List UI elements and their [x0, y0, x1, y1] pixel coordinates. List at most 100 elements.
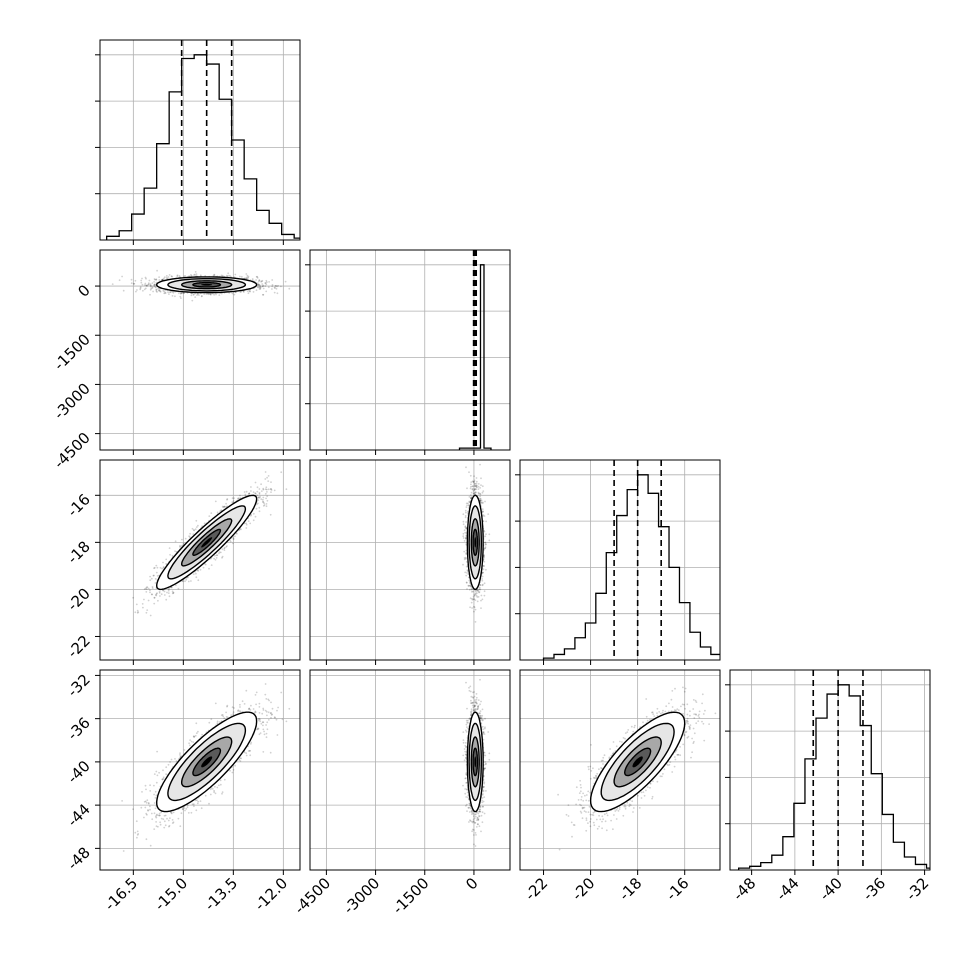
scatter-point — [228, 274, 231, 277]
scatter-point — [163, 290, 166, 293]
scatter-point — [226, 274, 228, 277]
y-tick-label: -4500 — [50, 429, 94, 473]
scatter-point — [213, 293, 216, 296]
scatter-point — [150, 287, 153, 290]
scatter-point — [158, 590, 161, 593]
scatter-point — [153, 566, 156, 569]
scatter-point — [132, 282, 135, 285]
scatter-point — [264, 282, 267, 285]
scatter-point — [220, 292, 223, 295]
scatter-point — [260, 490, 263, 492]
scatter-point — [149, 589, 151, 592]
contour-line — [167, 505, 247, 580]
scatter-point — [214, 500, 217, 503]
scatter-point — [465, 561, 468, 563]
scatter-point — [147, 283, 150, 286]
scatter-point — [267, 475, 270, 477]
scatter-point — [136, 609, 139, 612]
scatter-point — [264, 282, 267, 284]
scatter-point — [144, 276, 147, 279]
scatter-point — [156, 269, 159, 272]
scatter-point — [479, 498, 482, 500]
scatter-point — [189, 536, 191, 539]
scatter-point — [238, 497, 241, 500]
scatter-point — [260, 286, 262, 288]
scatter-point — [154, 578, 157, 580]
contour-line — [155, 494, 258, 591]
scatter-point — [274, 285, 277, 287]
y-tick-label: -20 — [64, 585, 94, 615]
scatter-point — [197, 569, 199, 571]
scatter-point — [194, 273, 196, 276]
scatter-point — [232, 537, 235, 540]
scatter-point — [179, 292, 182, 295]
scatter-point — [218, 552, 220, 555]
scatter-point — [250, 490, 252, 492]
scatter-point — [475, 482, 478, 485]
scatter-point — [142, 606, 144, 609]
grid — [100, 250, 300, 450]
scatter-point — [223, 547, 226, 550]
scatter-point — [198, 294, 200, 296]
scatter-point — [153, 284, 156, 286]
scatter-point — [213, 274, 216, 276]
scatter-point — [231, 497, 234, 500]
scatter-point — [135, 603, 138, 606]
y-tick-label: 0 — [74, 281, 93, 300]
scatter-point — [271, 288, 273, 290]
scatter-point — [258, 288, 261, 290]
density-contours — [155, 276, 258, 294]
scatter-point — [266, 476, 268, 479]
scatter-point — [168, 293, 170, 295]
scatter-point — [154, 278, 157, 281]
scatter-point — [195, 526, 198, 528]
scatter-point — [236, 532, 238, 535]
scatter-point — [146, 609, 149, 611]
scatter-point — [481, 598, 484, 601]
scatter-point — [159, 566, 162, 569]
scatter-point — [270, 488, 272, 490]
scatter-point — [167, 589, 170, 592]
scatter-point — [149, 575, 152, 578]
contour-line — [192, 281, 222, 288]
scatter-point — [219, 551, 222, 554]
scatter-point — [260, 280, 262, 283]
scatter-point — [178, 275, 181, 277]
scatter-point — [245, 277, 248, 280]
scatter-point — [284, 280, 287, 283]
scatter-point — [465, 534, 468, 537]
scatter-point — [471, 607, 473, 609]
scatter-point — [139, 288, 142, 291]
scatter-point — [181, 544, 183, 547]
scatter-point — [225, 502, 228, 505]
scatter-point — [237, 497, 240, 500]
scatter-point — [155, 278, 158, 281]
scatter-point — [154, 594, 157, 596]
scatter-point — [153, 285, 156, 287]
scatter-point — [134, 611, 137, 614]
scatter-point — [270, 481, 272, 483]
scatter-point — [249, 522, 252, 525]
scatter-point — [271, 279, 274, 281]
scatter-point — [474, 599, 477, 601]
scatter-point — [158, 276, 161, 278]
scatter-point — [162, 589, 165, 592]
scatter-point — [145, 591, 148, 593]
scatter-point — [155, 288, 158, 291]
scatter-point — [162, 277, 165, 280]
scatter-point — [245, 276, 248, 279]
scatter-point — [158, 592, 161, 594]
scatter-point — [207, 293, 210, 296]
scatter-point — [134, 279, 137, 282]
scatter-point — [170, 586, 173, 589]
scatter-point — [192, 529, 195, 531]
scatter-point — [144, 284, 146, 286]
scatter-point — [233, 293, 236, 296]
scatter-point — [268, 281, 270, 283]
scatter-point — [118, 279, 121, 282]
scatter-point — [256, 275, 259, 278]
scatter-point — [477, 590, 480, 593]
scatter-point — [155, 593, 158, 595]
scatter-point — [255, 289, 258, 292]
panel-frame — [309, 249, 511, 451]
